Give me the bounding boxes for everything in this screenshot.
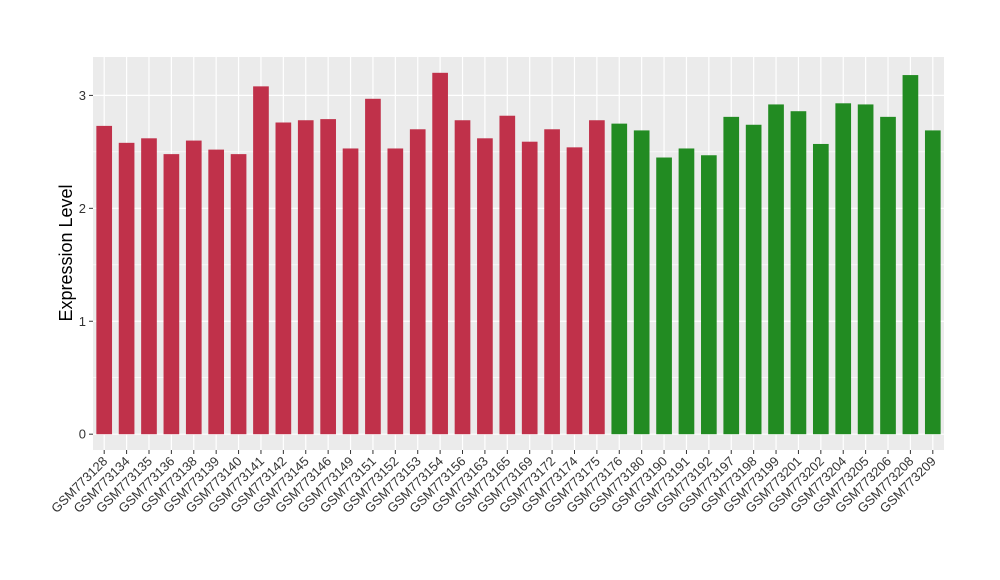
- bar-GSM773135: [141, 138, 157, 435]
- bar-GSM773151: [365, 98, 381, 435]
- bar-GSM773191: [678, 148, 695, 435]
- bar-GSM773138: [185, 140, 202, 435]
- bar-GSM773175: [589, 120, 605, 435]
- y-tick-label: 0: [79, 427, 86, 442]
- bar-GSM773141: [253, 86, 269, 435]
- bar-GSM773149: [342, 148, 359, 435]
- y-axis: 0 1 2 3: [79, 88, 93, 442]
- bar-GSM773174: [566, 147, 583, 435]
- bar-GSM773192: [701, 155, 717, 435]
- bar-GSM773204: [835, 103, 852, 435]
- bar-GSM773190: [656, 157, 672, 435]
- y-tick-label: 1: [79, 314, 86, 329]
- bar-GSM773134: [118, 142, 135, 435]
- bar-GSM773142: [275, 122, 292, 435]
- bar-GSM773172: [544, 129, 560, 435]
- y-axis-title: Expression Level: [56, 184, 76, 321]
- bar-GSM773146: [320, 119, 336, 435]
- bar-GSM773206: [880, 116, 896, 435]
- bar-GSM773154: [432, 72, 448, 435]
- bar-GSM773152: [387, 148, 404, 435]
- bar-GSM773165: [499, 115, 516, 435]
- bar-GSM773163: [477, 138, 493, 435]
- y-tick-label: 2: [79, 201, 86, 216]
- bar-GSM773128: [96, 125, 113, 435]
- bar-GSM773201: [790, 111, 807, 435]
- bars: [96, 72, 941, 435]
- bar-GSM773199: [768, 104, 784, 435]
- bar-GSM773145: [297, 120, 314, 435]
- bar-GSM773169: [521, 141, 538, 435]
- bar-GSM773208: [902, 75, 919, 435]
- bar-GSM773153: [409, 129, 426, 435]
- bar-GSM773136: [163, 154, 180, 435]
- bar-GSM773180: [633, 130, 650, 435]
- bar-GSM773197: [723, 116, 740, 435]
- x-axis: GSM773128GSM773134GSM773135GSM773136GSM7…: [48, 450, 939, 516]
- bar-GSM773176: [611, 123, 628, 435]
- y-tick-label: 3: [79, 88, 86, 103]
- bar-GSM773139: [208, 149, 225, 435]
- bar-GSM773202: [812, 143, 829, 435]
- bar-GSM773205: [857, 104, 874, 435]
- bar-GSM773198: [745, 124, 762, 435]
- bar-GSM773156: [454, 120, 471, 435]
- bar-GSM773209: [924, 130, 941, 435]
- bar-GSM773140: [230, 154, 247, 435]
